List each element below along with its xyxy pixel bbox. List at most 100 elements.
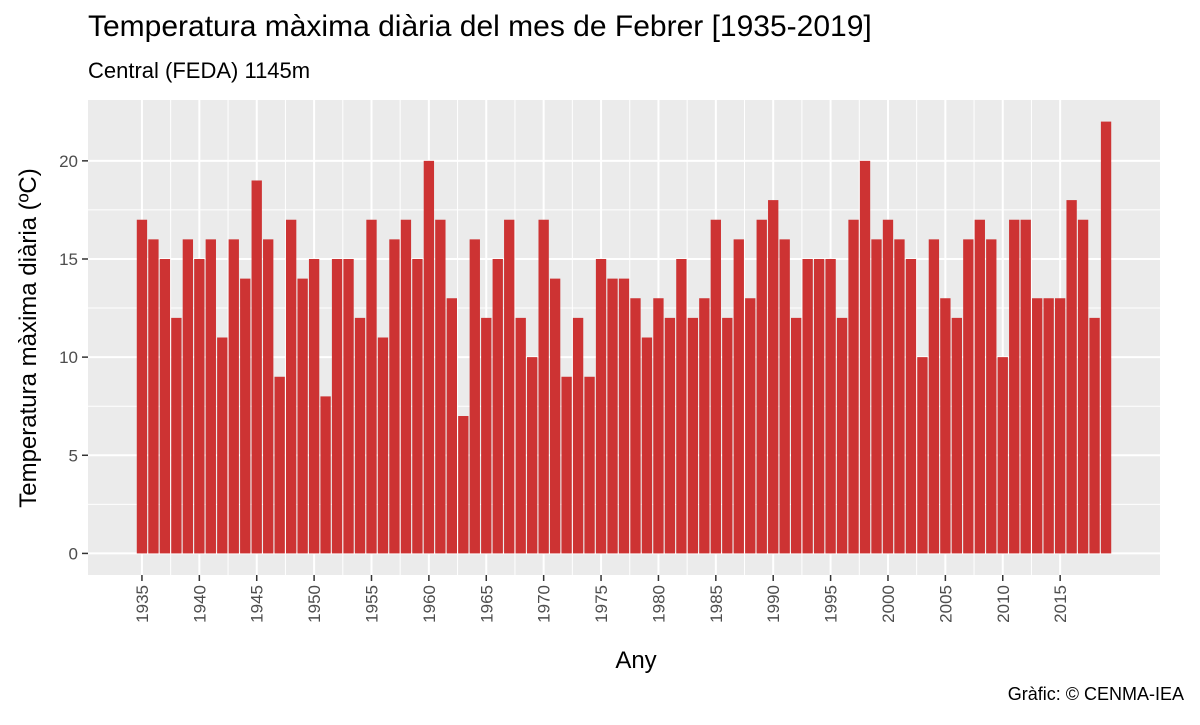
bar xyxy=(894,239,905,554)
x-tick-label: 1945 xyxy=(248,585,267,623)
bar xyxy=(871,239,882,554)
chart-title: Temperatura màxima diària del mes de Feb… xyxy=(88,10,872,43)
bar xyxy=(584,376,595,554)
bar xyxy=(194,258,205,554)
bar xyxy=(377,337,389,554)
bar xyxy=(538,219,549,554)
bar xyxy=(779,239,790,554)
bar xyxy=(343,258,354,554)
bar xyxy=(1020,219,1031,554)
bar xyxy=(790,317,802,554)
bar xyxy=(274,376,285,554)
bar xyxy=(859,160,871,554)
bar xyxy=(825,258,836,554)
x-tick-label: 1960 xyxy=(420,585,439,623)
bar xyxy=(481,317,492,554)
bar xyxy=(240,278,251,554)
bar xyxy=(1066,200,1077,554)
bar xyxy=(1089,317,1100,554)
bar xyxy=(1100,121,1112,554)
x-tick-label: 2005 xyxy=(936,585,955,623)
bar xyxy=(389,239,400,554)
bar xyxy=(664,317,676,554)
y-axis-title: Temperatura màxima diària (ºC) xyxy=(15,168,42,508)
bar xyxy=(561,376,572,554)
bar xyxy=(423,160,435,554)
bar xyxy=(308,258,320,554)
bar xyxy=(159,258,171,554)
bar xyxy=(366,219,377,554)
bar xyxy=(458,416,469,554)
bar xyxy=(136,219,148,554)
x-tick-label: 2000 xyxy=(879,585,898,623)
bar xyxy=(813,258,825,554)
bar xyxy=(848,219,859,554)
bar xyxy=(802,258,813,554)
bar xyxy=(205,239,216,554)
x-axis-title: Any xyxy=(615,647,656,674)
y-tick-label: 0 xyxy=(69,544,78,563)
bar xyxy=(722,317,733,554)
x-tick-label: 1985 xyxy=(707,585,726,623)
bar xyxy=(1077,219,1089,554)
bar xyxy=(469,239,480,554)
bar xyxy=(710,219,721,554)
bar xyxy=(171,317,182,554)
bar xyxy=(412,258,423,554)
bar xyxy=(504,219,515,554)
bar xyxy=(297,278,308,554)
bar xyxy=(745,298,756,554)
x-tick-label: 2015 xyxy=(1051,585,1070,623)
bar xyxy=(653,298,664,554)
bar xyxy=(285,219,297,554)
bar xyxy=(1043,298,1054,554)
bar xyxy=(400,219,412,554)
x-axis: 1935 1940 1945 1950 1955 1960 1965 1970 1975 1980… xyxy=(133,575,1070,623)
bar xyxy=(1032,298,1043,554)
bar xyxy=(607,278,618,554)
bar xyxy=(217,337,228,554)
bar xyxy=(1054,298,1066,554)
bar xyxy=(940,298,951,554)
bar xyxy=(917,357,928,554)
bar xyxy=(549,278,561,554)
bar xyxy=(446,298,458,554)
bar xyxy=(435,219,446,554)
chart-caption: Gràfic: © CENMA-IEA xyxy=(1007,684,1184,704)
x-tick-label: 1990 xyxy=(764,585,783,623)
bar xyxy=(630,298,641,554)
bar xyxy=(618,278,630,554)
x-tick-label: 1980 xyxy=(649,585,668,623)
bar xyxy=(263,239,274,554)
chart-subtitle: Central (FEDA) 1145m xyxy=(88,58,311,83)
bar xyxy=(997,357,1008,554)
x-tick-label: 1935 xyxy=(133,585,152,623)
bar xyxy=(228,239,239,554)
y-tick-label: 15 xyxy=(59,250,78,269)
bar xyxy=(527,357,538,554)
bar xyxy=(251,180,262,554)
bar xyxy=(331,258,343,554)
bar xyxy=(148,239,159,554)
bar xyxy=(836,317,848,554)
bar xyxy=(733,239,744,554)
y-tick-label: 20 xyxy=(59,152,78,171)
bar xyxy=(676,258,687,554)
bar xyxy=(963,239,974,554)
x-tick-label: 1975 xyxy=(592,585,611,623)
x-tick-label: 1955 xyxy=(362,585,381,623)
bar xyxy=(928,239,940,554)
x-tick-label: 1965 xyxy=(477,585,496,623)
bar xyxy=(882,219,894,554)
bar xyxy=(699,298,710,554)
x-tick-label: 1950 xyxy=(305,585,324,623)
bar xyxy=(951,317,963,554)
bar xyxy=(595,258,607,554)
bar xyxy=(492,258,503,554)
bar xyxy=(687,317,699,554)
bar xyxy=(641,337,653,554)
y-tick-label: 5 xyxy=(69,446,78,465)
bar xyxy=(515,317,526,554)
bar xyxy=(354,317,366,554)
